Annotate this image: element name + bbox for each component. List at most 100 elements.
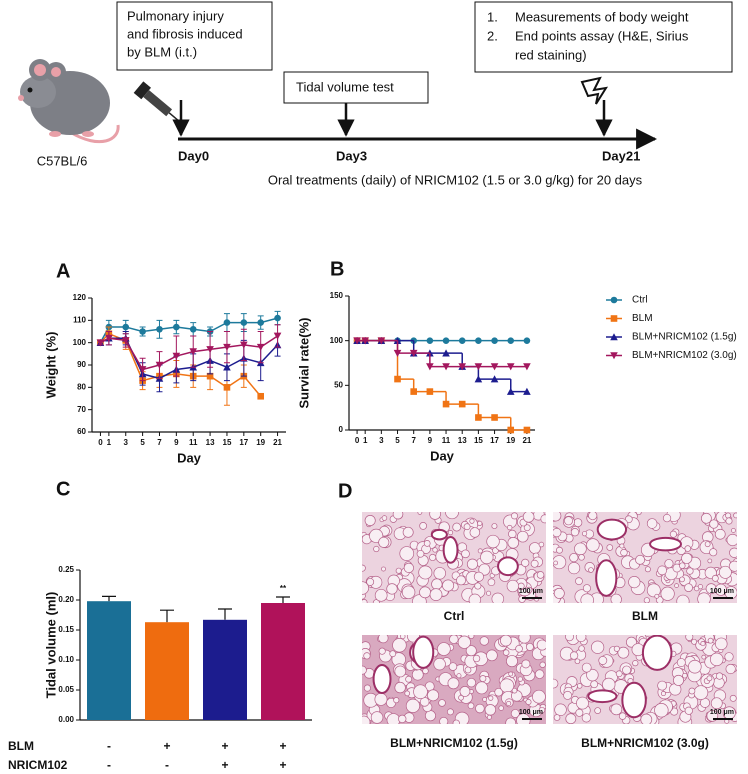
alveolus (508, 529, 517, 539)
data-point (523, 337, 531, 344)
alveolus (682, 672, 688, 679)
alveolus (378, 536, 390, 548)
condition-label: BLM (8, 739, 34, 753)
alveolus (403, 562, 414, 573)
alveolus (715, 637, 728, 651)
alveolus (418, 565, 433, 580)
data-point (121, 337, 130, 345)
mouse-icon (18, 59, 120, 144)
alveolus (366, 577, 375, 586)
box-text: and fibrosis induced (127, 26, 243, 41)
alveolus (733, 512, 737, 519)
alveolus (510, 512, 519, 520)
alveolus (473, 571, 484, 582)
alveolus (556, 546, 563, 554)
x-tick-label: 1 (363, 436, 368, 445)
alveolus (718, 565, 732, 579)
alveolus (469, 518, 475, 524)
condition-sign: + (221, 739, 228, 753)
alveolus (487, 578, 496, 587)
box-text: Tidal volume test (296, 79, 394, 94)
alveolus (506, 579, 519, 593)
alveolus (575, 635, 587, 643)
alveolus (686, 567, 694, 575)
data-point (475, 337, 482, 344)
data-point (156, 325, 163, 333)
alveolus (468, 593, 482, 603)
alveolus (628, 576, 641, 589)
image-caption: BLM (632, 609, 658, 623)
alveolus (510, 709, 520, 718)
alveolus (714, 528, 726, 540)
day-label: Day0 (178, 148, 209, 163)
alveolus (654, 593, 660, 599)
alveolus (438, 699, 446, 707)
y-tick-label: 0.20 (58, 595, 74, 604)
alveolus (477, 548, 483, 554)
strain-label: C57BL/6 (37, 153, 88, 168)
alveolus (525, 698, 532, 706)
airway (497, 556, 519, 577)
alveolus (594, 707, 602, 714)
significance-label: ** (280, 584, 287, 593)
alveolus (581, 713, 591, 723)
alveolus (491, 592, 505, 603)
alveolus (405, 698, 421, 713)
alveolus (662, 513, 672, 523)
alveolus (728, 560, 737, 572)
alveolus (646, 518, 658, 529)
alveolus (701, 654, 707, 660)
alveolus (394, 681, 406, 694)
data-point (442, 349, 450, 357)
alveolus (404, 690, 411, 697)
legend-label: BLM+NRICM102 (1.5g) (632, 332, 737, 343)
condition-sign: - (107, 739, 111, 753)
alveolus (570, 528, 580, 537)
alveolus (539, 661, 546, 668)
alveolus (424, 710, 436, 722)
alveolus (456, 673, 462, 679)
x-tick-label: 0 (355, 436, 360, 445)
alveolus (517, 676, 523, 682)
alveolus (431, 578, 443, 590)
data-point (173, 323, 180, 331)
data-point (506, 363, 515, 371)
condition-sign: - (165, 758, 169, 772)
alveolus (394, 665, 407, 678)
alveolus (419, 522, 427, 530)
data-point (458, 363, 467, 371)
x-tick-label: 19 (506, 436, 515, 445)
data-point (122, 323, 130, 331)
alveolus (417, 512, 423, 515)
alveolus (486, 649, 498, 662)
alveolus (731, 528, 736, 533)
alveolus (429, 553, 437, 562)
series-line (100, 335, 278, 371)
y-tick-label: 60 (77, 427, 86, 436)
alveolus (486, 590, 492, 596)
data-point (223, 384, 231, 391)
alveolus (392, 512, 404, 520)
alveolus (433, 657, 446, 671)
day-label: Day3 (336, 148, 367, 163)
x-tick-label: 0 (98, 438, 103, 447)
alveolus (697, 584, 704, 590)
alveolus (553, 678, 559, 689)
alveolus (518, 595, 526, 603)
alveolus (660, 586, 675, 601)
alveolus (378, 647, 386, 655)
data-point (206, 346, 214, 354)
alveolus (709, 548, 718, 557)
syringe-icon (133, 81, 184, 125)
alveolus (478, 563, 491, 576)
alveolus (590, 640, 605, 654)
alveolus (640, 713, 653, 724)
bar (261, 603, 305, 720)
data-point (377, 337, 386, 345)
alveolus (534, 669, 545, 679)
data-point (490, 375, 499, 383)
alveolus (681, 552, 693, 564)
alveolus (522, 512, 535, 523)
alveolus (475, 703, 485, 714)
box-text: Measurements of body weight (515, 9, 689, 24)
